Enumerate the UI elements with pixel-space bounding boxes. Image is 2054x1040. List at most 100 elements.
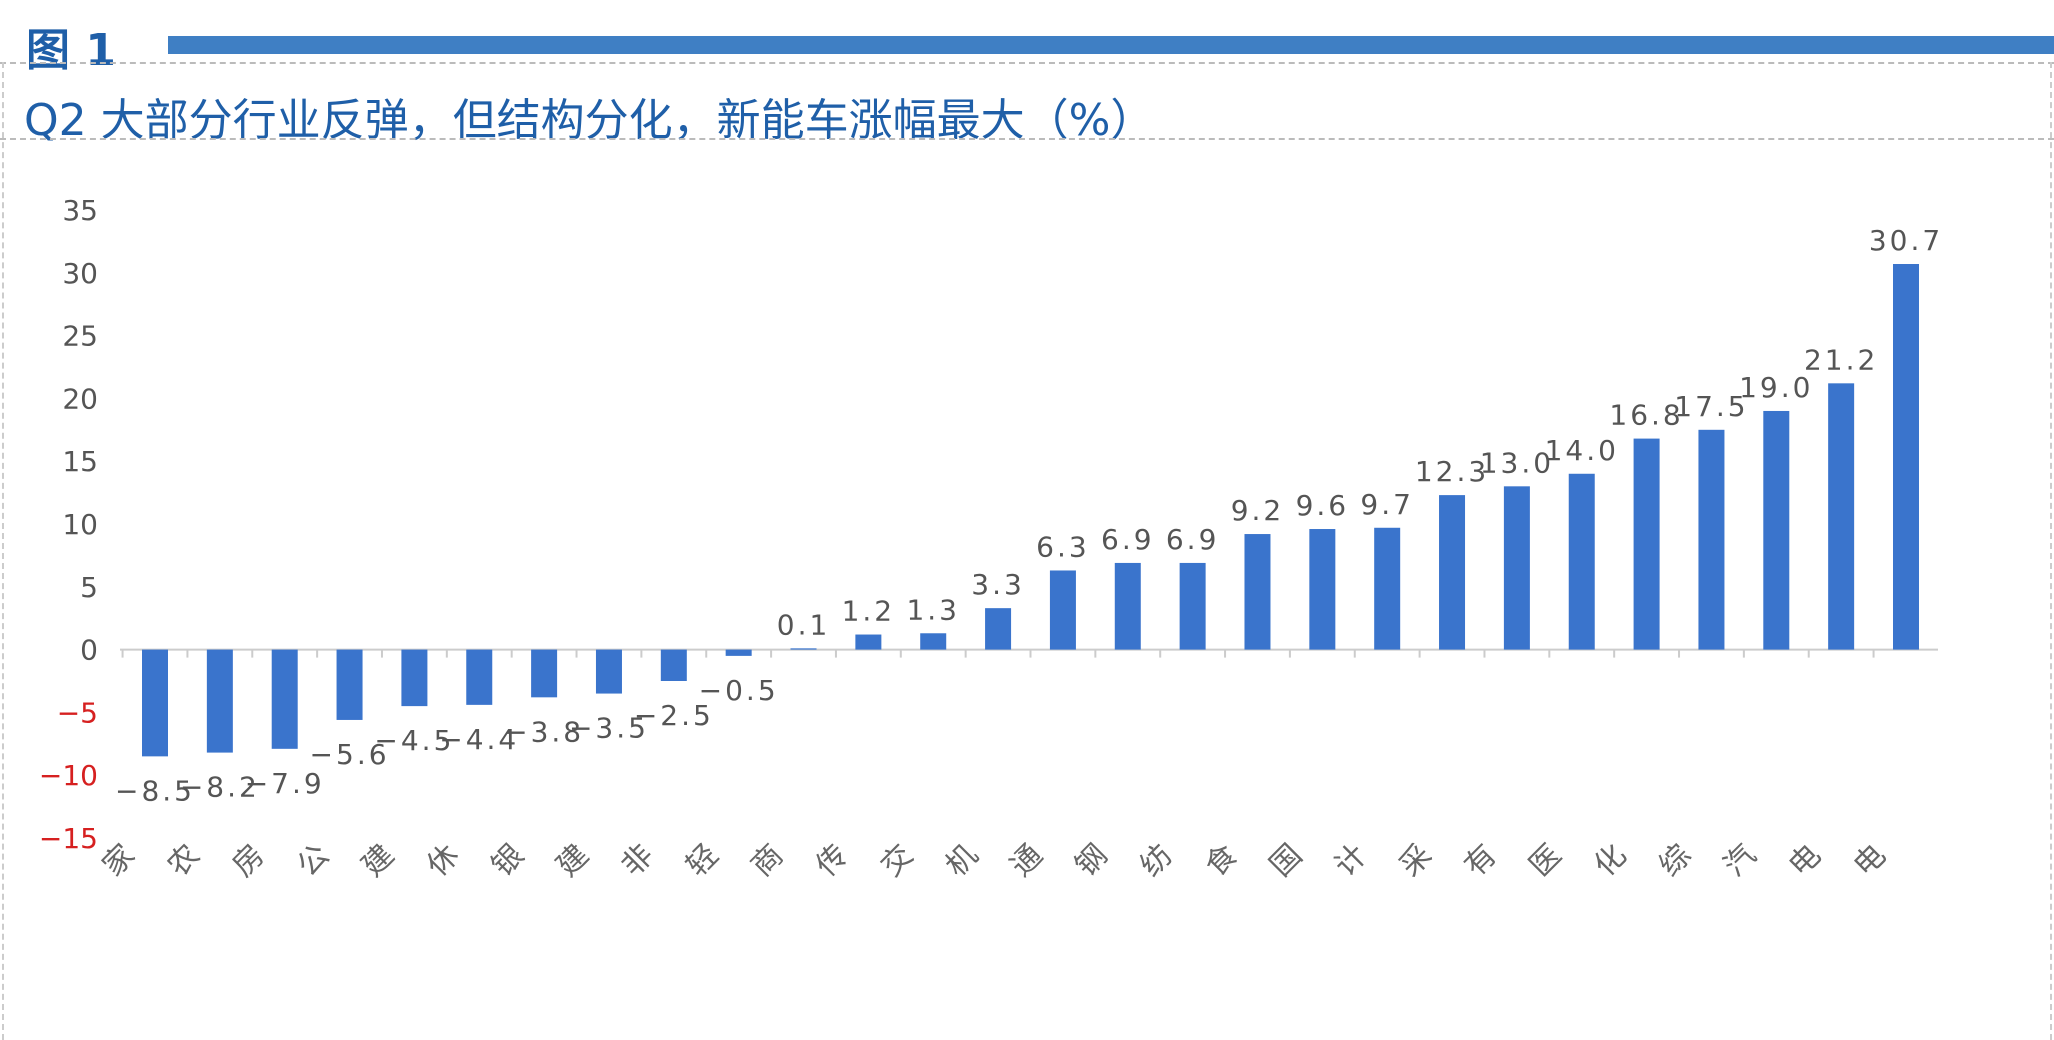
bar [1503,486,1530,650]
figure-label: 图 1 [26,25,116,76]
x-tick-label: 有 [1458,838,1504,884]
data-label: 1.2 [842,595,896,628]
y-tick-label: 25 [62,320,98,353]
data-label: −5.6 [310,738,390,771]
bar [595,649,622,694]
y-tick-label: −5 [57,696,98,729]
divider-title [0,138,2054,140]
bar [855,634,882,650]
x-tick-label: 休 [420,838,466,884]
bar [790,648,817,650]
data-label: −7.9 [245,767,325,800]
data-label: −0.5 [699,674,779,707]
bar [1439,495,1466,650]
x-tick-label: 电 [1847,838,1893,884]
y-tick-label: 5 [80,571,98,604]
data-label: −3.5 [569,712,649,745]
bar [466,649,493,705]
x-tick-label: 银 [485,838,531,884]
x-tick-label: 家 [96,838,142,884]
data-label: 13.0 [1480,446,1554,479]
bar [1893,264,1919,650]
y-tick-label: 15 [62,445,98,478]
bar [1633,438,1660,650]
bar [1244,534,1271,650]
bar [531,649,558,698]
x-tick-label: 建 [550,838,596,884]
x-tick-label: 农 [161,838,207,884]
bar [1309,529,1336,650]
bar [401,649,428,707]
data-label: 6.9 [1166,523,1220,556]
data-label: 6.9 [1101,523,1155,556]
data-label: 3.3 [971,568,1025,601]
x-tick-label: 轻 [680,838,726,884]
header-accent-bar [168,36,2054,54]
data-label: −2.5 [634,699,714,732]
x-tick-label: 综 [1652,838,1698,884]
data-label: 16.8 [1609,399,1683,432]
y-tick-label: 30 [62,257,98,290]
bar [1828,383,1855,650]
data-label: 0.1 [777,608,831,641]
x-tick-label: 公 [290,838,336,884]
bar [271,649,298,749]
border-right [2050,62,2052,1040]
bar-chart: 35 30 25 20 15 10 5 0 −5 −10 −15 −8.5 家 −8.2 农 −7.9 房 −5.… [39,194,1940,884]
bar [206,649,233,753]
x-tick-label: 商 [744,838,790,884]
data-label: 12.3 [1415,455,1489,488]
x-tick-label: 通 [1004,838,1050,884]
bar [725,649,752,656]
bar [142,649,168,757]
bar [1374,527,1401,650]
y-tick-label: 20 [62,382,98,415]
x-tick-label: 计 [1328,838,1374,884]
bar [1049,570,1076,650]
x-tick-label: 化 [1588,838,1634,884]
bar [1179,562,1206,650]
divider-top [0,62,2054,64]
x-tick-label: 汽 [1717,838,1763,884]
bar [1568,473,1595,650]
x-tick-label: 医 [1523,838,1569,884]
data-label: 1.3 [906,593,960,626]
bar [1763,410,1790,650]
bar [336,649,363,720]
y-tick-label: −15 [39,822,98,855]
data-label: 14.0 [1545,434,1619,467]
data-label: 6.3 [1036,530,1090,563]
x-tick-label: 采 [1393,838,1439,884]
y-tick-label: 0 [80,634,98,667]
x-tick-label: 电 [1782,838,1828,884]
data-label: 19.0 [1739,371,1813,404]
bar [1114,562,1141,650]
data-label: −8.5 [115,774,195,807]
x-tick-label: 纺 [1134,838,1180,884]
x-tick-label: 传 [809,838,855,884]
data-label: 21.2 [1804,343,1878,376]
bar [985,608,1012,650]
data-label: 9.2 [1231,494,1285,527]
x-tick-label: 非 [615,838,661,884]
data-label: −3.8 [504,715,584,748]
bar [660,649,687,681]
x-tick-label: 机 [939,838,985,884]
x-tick-label: 建 [355,838,401,884]
x-tick-label: 交 [874,838,920,884]
y-tick-label: −10 [39,759,98,792]
data-label: −4.4 [439,723,519,756]
y-tick-label: 35 [62,194,98,227]
x-tick-label: 房 [226,838,272,884]
bar [920,633,947,650]
x-tick-label: 钢 [1069,838,1115,884]
data-label: 9.6 [1296,489,1350,522]
data-label: −8.2 [180,771,260,804]
chart-title: Q2 大部分行业反弹，但结构分化，新能车涨幅最大（%） [24,95,1155,146]
x-tick-label: 食 [1198,838,1244,884]
bar [1698,429,1725,650]
data-label: −4.5 [374,724,454,757]
data-label: 17.5 [1674,390,1748,423]
y-tick-label: 10 [62,508,98,541]
